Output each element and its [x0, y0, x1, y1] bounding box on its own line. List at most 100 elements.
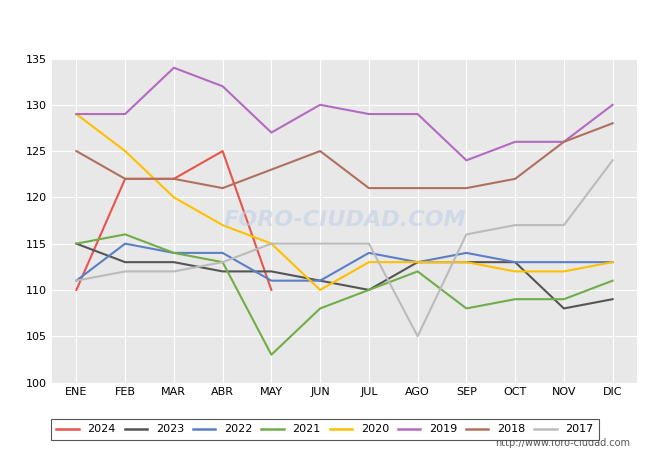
2021 — [170, 250, 178, 256]
Line: 2022: 2022 — [77, 243, 612, 281]
2023 — [72, 241, 81, 246]
2022 — [511, 260, 519, 265]
2019 — [560, 139, 568, 144]
2022 — [268, 278, 276, 284]
2018 — [121, 176, 129, 181]
2018 — [72, 148, 81, 154]
2018 — [365, 185, 373, 191]
2018 — [268, 167, 276, 172]
2023 — [463, 260, 471, 265]
2021 — [511, 297, 519, 302]
2019 — [72, 111, 81, 117]
2018 — [511, 176, 519, 181]
2020 — [72, 111, 81, 117]
2023 — [268, 269, 276, 274]
2022 — [365, 250, 373, 256]
2022 — [463, 250, 471, 256]
2017 — [268, 241, 276, 246]
2019 — [365, 111, 373, 117]
2020 — [560, 269, 568, 274]
2019 — [608, 102, 616, 108]
2023 — [316, 278, 324, 284]
2020 — [218, 222, 227, 228]
2023 — [121, 260, 129, 265]
2024 — [218, 148, 227, 154]
2022 — [316, 278, 324, 284]
2023 — [218, 269, 227, 274]
2017 — [413, 333, 421, 339]
2020 — [413, 260, 421, 265]
2022 — [170, 250, 178, 256]
2019 — [218, 84, 227, 89]
Line: 2023: 2023 — [77, 243, 612, 308]
2018 — [560, 139, 568, 144]
2022 — [560, 260, 568, 265]
2018 — [316, 148, 324, 154]
2019 — [170, 65, 178, 71]
2019 — [268, 130, 276, 135]
2023 — [170, 260, 178, 265]
2020 — [365, 260, 373, 265]
2018 — [608, 121, 616, 126]
2023 — [608, 297, 616, 302]
2022 — [413, 260, 421, 265]
Legend: 2024, 2023, 2022, 2021, 2020, 2019, 2018, 2017: 2024, 2023, 2022, 2021, 2020, 2019, 2018… — [51, 419, 599, 440]
2020 — [170, 195, 178, 200]
Line: 2017: 2017 — [77, 160, 612, 336]
2024 — [170, 176, 178, 181]
2018 — [170, 176, 178, 181]
2023 — [413, 260, 421, 265]
2021 — [316, 306, 324, 311]
2019 — [511, 139, 519, 144]
2023 — [560, 306, 568, 311]
2019 — [121, 111, 129, 117]
Line: 2020: 2020 — [77, 114, 612, 290]
2024 — [121, 176, 129, 181]
2017 — [170, 269, 178, 274]
2023 — [511, 260, 519, 265]
2017 — [560, 222, 568, 228]
2021 — [608, 278, 616, 284]
Text: Afiliados en Ráfol de Salem a 31/5/2024: Afiliados en Ráfol de Salem a 31/5/2024 — [144, 14, 506, 33]
2022 — [121, 241, 129, 246]
2020 — [463, 260, 471, 265]
2017 — [218, 260, 227, 265]
2023 — [365, 287, 373, 292]
2020 — [511, 269, 519, 274]
2017 — [608, 158, 616, 163]
2021 — [72, 241, 81, 246]
Text: FORO-CIUDAD.COM: FORO-CIUDAD.COM — [223, 211, 466, 230]
2017 — [463, 232, 471, 237]
2020 — [316, 287, 324, 292]
2018 — [218, 185, 227, 191]
2022 — [608, 260, 616, 265]
2021 — [413, 269, 421, 274]
2018 — [413, 185, 421, 191]
2017 — [72, 278, 81, 284]
2020 — [268, 241, 276, 246]
2021 — [121, 232, 129, 237]
2021 — [218, 260, 227, 265]
2020 — [121, 148, 129, 154]
2020 — [608, 260, 616, 265]
2021 — [560, 297, 568, 302]
2017 — [365, 241, 373, 246]
2017 — [511, 222, 519, 228]
2022 — [72, 278, 81, 284]
2024 — [268, 287, 276, 292]
2017 — [316, 241, 324, 246]
2019 — [316, 102, 324, 108]
2024 — [72, 287, 81, 292]
Line: 2019: 2019 — [77, 68, 612, 160]
2019 — [463, 158, 471, 163]
2019 — [413, 111, 421, 117]
Line: 2021: 2021 — [77, 234, 612, 355]
2022 — [218, 250, 227, 256]
Text: http://www.foro-ciudad.com: http://www.foro-ciudad.com — [495, 438, 630, 448]
2021 — [463, 306, 471, 311]
Line: 2018: 2018 — [77, 123, 612, 188]
Line: 2024: 2024 — [77, 151, 272, 290]
2021 — [365, 287, 373, 292]
2021 — [268, 352, 276, 357]
2017 — [121, 269, 129, 274]
